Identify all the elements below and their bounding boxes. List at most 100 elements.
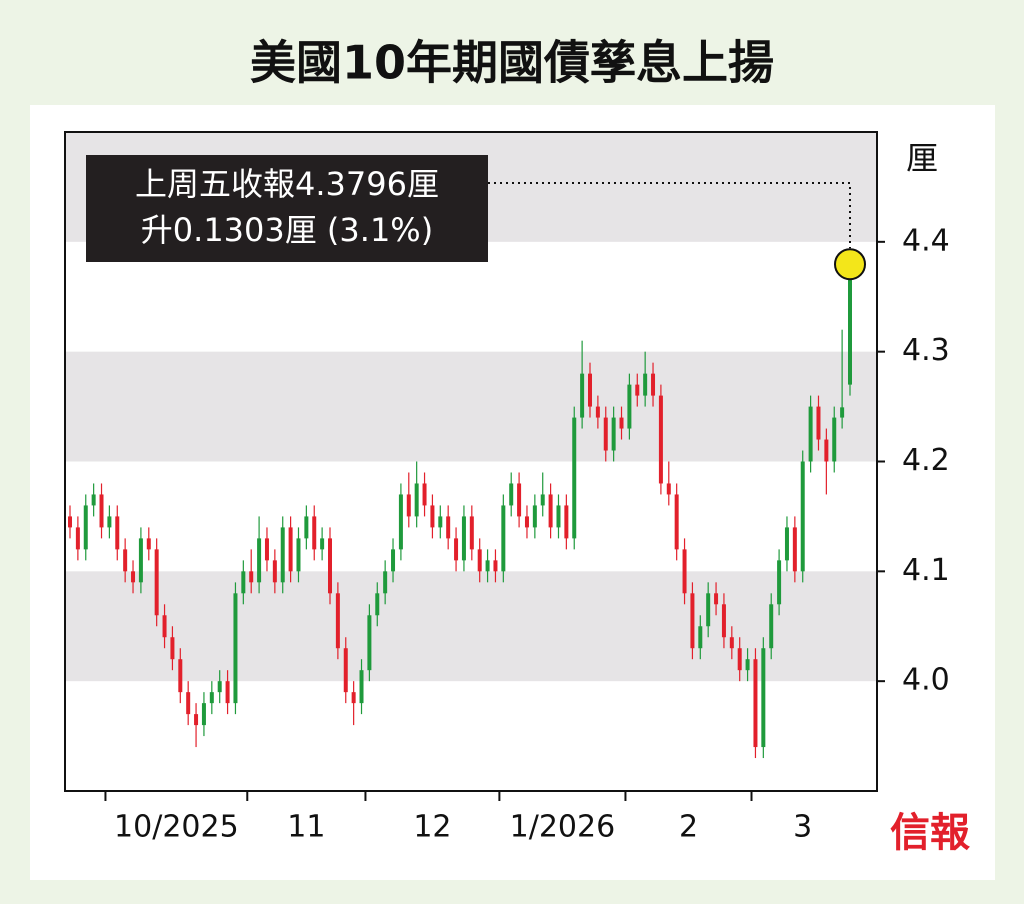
- chart-title: 美國10年期國債孳息上揚: [250, 36, 774, 90]
- candle-body: [493, 560, 498, 572]
- candle-body: [832, 417, 837, 462]
- candle-body: [808, 406, 813, 462]
- x-tick-label: 1/2026: [510, 810, 616, 845]
- candle-body: [454, 538, 459, 561]
- candle-body: [461, 516, 466, 561]
- candle-body: [162, 615, 167, 638]
- candle-body: [477, 549, 482, 572]
- candle-body: [548, 494, 553, 528]
- candle-body: [335, 593, 340, 649]
- candle-body: [414, 483, 419, 517]
- candle-body: [564, 505, 569, 539]
- candle-body: [517, 483, 522, 517]
- candle-body: [651, 373, 656, 396]
- candle-body: [75, 527, 80, 550]
- y-tick-label: 4.3: [902, 333, 950, 368]
- candle-body: [714, 593, 719, 605]
- candle-body: [658, 395, 663, 484]
- candle-body: [146, 538, 151, 550]
- candle-body: [312, 516, 317, 550]
- candle-body: [572, 417, 577, 539]
- candle-body: [383, 571, 388, 594]
- candle-body: [83, 505, 88, 550]
- candle-body: [619, 417, 624, 429]
- grid-band: [65, 351, 877, 462]
- candle-body: [777, 560, 782, 605]
- candle-body: [643, 373, 648, 396]
- candle-body: [627, 384, 632, 429]
- candle-body: [194, 714, 199, 726]
- candle-body: [816, 406, 821, 440]
- annotation-text: 上周五收報4.3796厘: [135, 165, 439, 203]
- candle-body: [99, 494, 104, 528]
- candle-body: [485, 560, 490, 572]
- candle-body: [729, 637, 734, 649]
- x-tick-label: 11: [287, 810, 325, 845]
- y-unit: 厘: [906, 139, 938, 177]
- candle-body: [304, 516, 309, 539]
- y-tick-label: 4.2: [902, 443, 950, 478]
- candle-body: [367, 615, 372, 671]
- annotation-text: 升0.1303厘 (3.1%): [141, 211, 433, 249]
- y-tick-label: 4.0: [902, 663, 950, 698]
- candle-body: [840, 407, 845, 418]
- candle-body: [422, 483, 427, 506]
- candle-body: [588, 373, 592, 407]
- candle-body: [170, 637, 175, 660]
- candle-body: [288, 527, 293, 572]
- candle-body: [249, 571, 254, 583]
- candle-body: [690, 593, 695, 649]
- candle-body: [674, 494, 679, 550]
- candle-body: [375, 593, 380, 616]
- candle-body: [241, 571, 246, 594]
- candle-body: [233, 593, 238, 704]
- candle-body: [540, 494, 545, 506]
- candle-body: [800, 461, 805, 572]
- candle-body: [91, 494, 96, 506]
- candle-body: [469, 516, 474, 550]
- candle-body: [320, 538, 325, 550]
- candle-body: [848, 264, 852, 385]
- candle-body: [737, 648, 742, 671]
- source-logo: 信報: [890, 809, 970, 856]
- candle-body: [272, 560, 277, 583]
- candle-body: [438, 516, 443, 528]
- candle-body: [666, 483, 671, 495]
- candle-body: [138, 538, 143, 583]
- candle-body: [107, 516, 112, 528]
- candle-body: [753, 659, 758, 748]
- candle-body: [398, 494, 403, 550]
- candle-body: [264, 538, 269, 561]
- plot-frame: [64, 131, 878, 792]
- candle-body: [635, 384, 640, 396]
- candle-body: [123, 549, 128, 572]
- candle-body: [556, 505, 561, 528]
- highlight-point: [834, 248, 866, 281]
- candle-body: [784, 527, 789, 561]
- candle-body: [217, 681, 222, 693]
- candle-body: [761, 648, 766, 748]
- candle-body: [115, 516, 120, 550]
- candle-body: [430, 505, 435, 528]
- candle-body: [524, 516, 529, 528]
- candle-body: [580, 373, 585, 418]
- candle-body: [611, 417, 616, 451]
- candle-body: [745, 659, 750, 671]
- candle-body: [698, 626, 703, 649]
- x-tick-label: 3: [793, 810, 812, 845]
- candle-body: [131, 571, 136, 583]
- x-tick-label: 10/2025: [114, 810, 239, 845]
- candle-body: [328, 538, 332, 594]
- candle-body: [186, 692, 191, 715]
- candle-body: [706, 593, 711, 627]
- annotation-leader: [488, 182, 851, 249]
- candle-body: [178, 659, 183, 693]
- candle-body: [595, 406, 600, 418]
- annotation-box: [86, 155, 488, 262]
- candle-body: [721, 604, 726, 638]
- x-tick-label: 12: [413, 810, 451, 845]
- candle-body: [201, 703, 206, 726]
- candle-body: [391, 549, 396, 572]
- y-tick-label: 4.4: [902, 223, 950, 258]
